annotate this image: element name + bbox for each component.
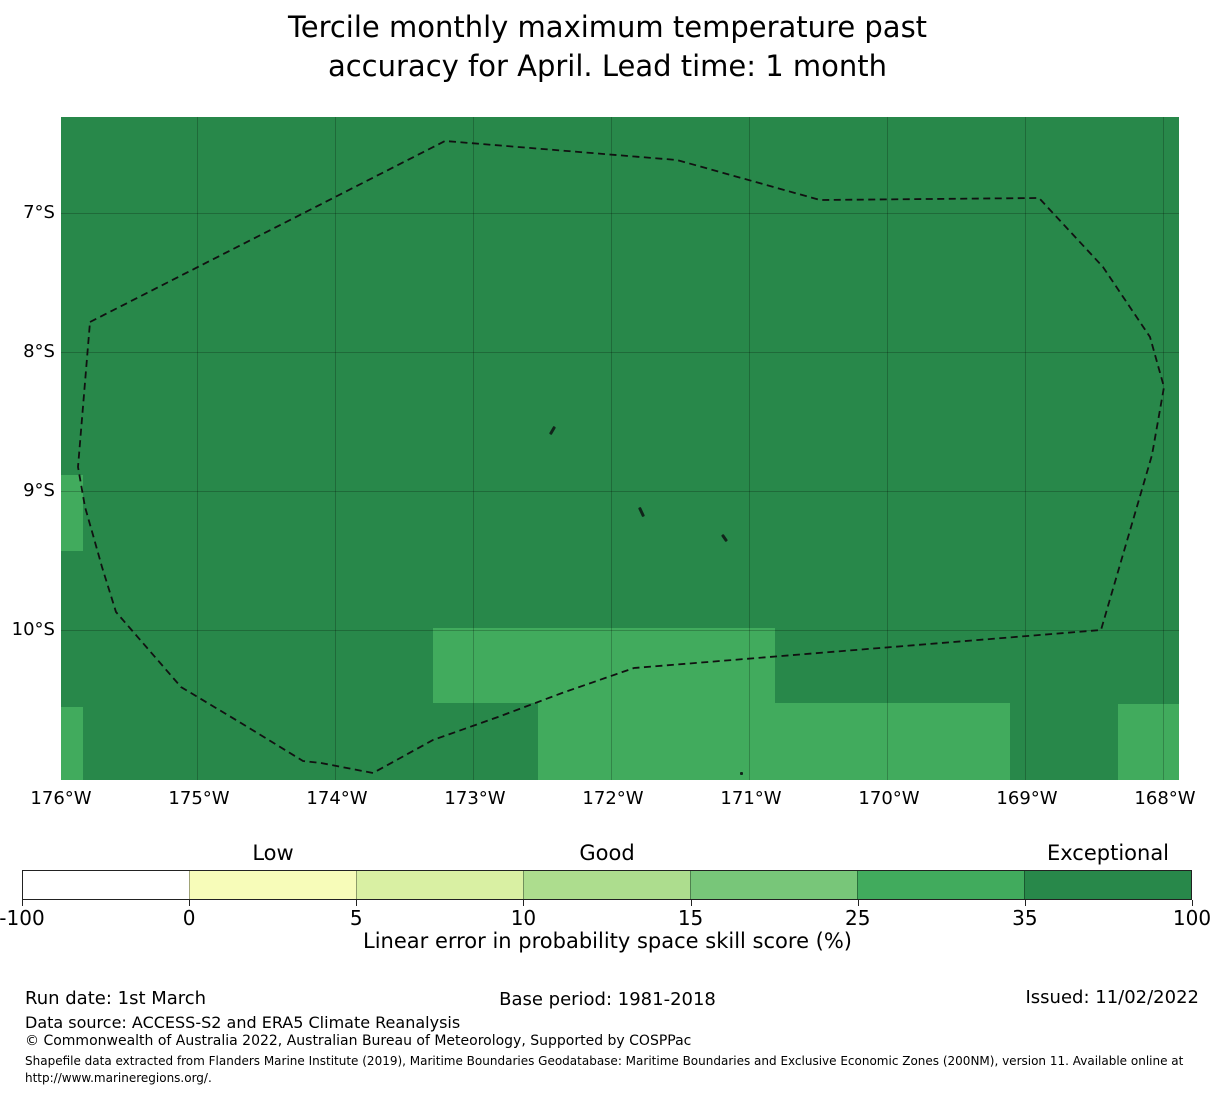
colorbar-tick-mark — [857, 900, 859, 906]
colorbar-tick-label: 100 — [1172, 906, 1212, 930]
colorbar-tick-mark — [356, 900, 358, 906]
colorbar-tick-mark — [1024, 900, 1026, 906]
lon-tick-label: 175°W — [168, 788, 230, 809]
lon-tick-label: 174°W — [306, 788, 368, 809]
eez-dashed-boundary — [77, 140, 1165, 774]
meridian-gridline — [611, 117, 612, 780]
colorbar-tick-label: 25 — [844, 906, 871, 930]
meridian-gridline — [335, 117, 336, 780]
colorbar-segment — [690, 871, 857, 899]
eez-boundary-layer — [77, 140, 1165, 774]
lat-tick-label: 8°S — [23, 341, 55, 362]
footer-data-source: Data source: ACCESS-S2 and ERA5 Climate … — [25, 1013, 461, 1032]
colorbar — [22, 870, 1192, 900]
meridian-gridline — [749, 117, 750, 780]
meridian-gridline — [1025, 117, 1026, 780]
meridian-gridline — [473, 117, 474, 780]
footer-shapefile-line2: http://www.marineregions.org/. — [25, 1071, 212, 1085]
meridian-gridline — [1163, 117, 1164, 780]
island-mark — [740, 772, 743, 775]
colorbar-tick-label: 5 — [349, 906, 363, 930]
colorbar-tick-label: 15 — [677, 906, 704, 930]
chart-title: Tercile monthly maximum temperature past… — [0, 8, 1215, 86]
parallel-gridline — [61, 491, 1179, 492]
map-area — [61, 117, 1179, 780]
colorbar-category-label: Low — [252, 841, 294, 865]
colorbar-tick-mark — [523, 900, 525, 906]
parallel-gridline — [61, 630, 1179, 631]
colorbar-tick-mark — [1192, 900, 1193, 906]
lon-tick-label: 171°W — [720, 788, 782, 809]
colorbar-segment — [857, 871, 1024, 899]
skill-patch — [538, 703, 1010, 780]
skill-patch — [1118, 704, 1179, 780]
lon-tick-label: 173°W — [444, 788, 506, 809]
colorbar-tick-mark — [690, 900, 692, 906]
footer-run-date: Run date: 1st March — [25, 988, 207, 1009]
footer-copyright: © Commonwealth of Australia 2022, Austra… — [25, 1033, 692, 1049]
footer-base-period: Base period: 1981-2018 — [499, 989, 716, 1010]
colorbar-segment — [1024, 871, 1191, 899]
colorbar-segment — [523, 871, 690, 899]
footer-issued: Issued: 11/02/2022 — [1025, 987, 1199, 1008]
colorbar-segment — [356, 871, 523, 899]
lat-tick-label: 9°S — [23, 480, 55, 501]
colorbar-tick-label: 35 — [1012, 906, 1038, 930]
colorbar-category-label: Good — [579, 841, 635, 865]
parallel-gridline — [61, 213, 1179, 214]
colorbar-tick-mark — [22, 900, 23, 906]
chart-title-line2: accuracy for April. Lead time: 1 month — [327, 49, 888, 83]
footer-shapefile-line1: Shapefile data extracted from Flanders M… — [25, 1054, 1184, 1068]
colorbar-tick-mark — [189, 900, 191, 906]
skill-patch — [61, 475, 83, 551]
colorbar-segment — [23, 871, 189, 899]
colorbar-tick-label: 10 — [510, 906, 537, 930]
footer-shapefile-note: Shapefile data extracted from Flanders M… — [25, 1053, 1205, 1087]
lon-tick-label: 168°W — [1134, 788, 1196, 809]
lon-tick-label: 169°W — [996, 788, 1058, 809]
parallel-gridline — [61, 352, 1179, 353]
lon-tick-label: 176°W — [30, 788, 92, 809]
meridian-gridline — [197, 117, 198, 780]
lat-tick-label: 7°S — [23, 202, 55, 223]
chart-title-line1: Tercile monthly maximum temperature past — [287, 10, 928, 44]
colorbar-tick-label: 0 — [182, 906, 196, 930]
lat-tick-label: 10°S — [11, 619, 55, 640]
lon-tick-label: 170°W — [858, 788, 920, 809]
colorbar-category-label: Exceptional — [1046, 841, 1170, 865]
skill-patch — [433, 628, 775, 703]
skill-patch — [61, 707, 83, 780]
colorbar-tick-label: -100 — [0, 906, 45, 930]
colorbar-caption: Linear error in probability space skill … — [363, 929, 852, 953]
meridian-gridline — [887, 117, 888, 780]
colorbar-segment — [189, 871, 356, 899]
lon-tick-label: 172°W — [582, 788, 644, 809]
